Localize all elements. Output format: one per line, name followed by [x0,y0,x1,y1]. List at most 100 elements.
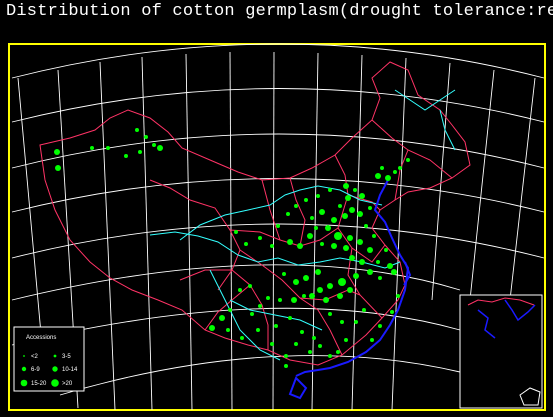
legend-symbol-size-4 [52,366,58,372]
accession-point [357,211,363,217]
accession-point [288,316,292,320]
accession-point [380,166,384,170]
south-china-sea-inset [459,294,543,409]
accession-point [284,364,288,368]
accession-point [297,243,303,249]
accession-point [293,279,299,285]
accession-point [228,308,232,312]
accession-point [256,328,260,332]
legend-label: 6-9 [31,367,40,373]
accession-point [331,217,337,223]
province-borders [39,61,471,366]
accession-point [310,216,314,220]
accession-point [387,263,393,269]
accession-point [240,336,244,340]
accession-point [391,269,397,275]
legend-label: 10-14 [62,367,78,373]
accession-point [294,342,298,346]
accession-point [234,230,238,234]
accession-point [331,243,337,249]
accession-point [226,328,230,332]
accession-point [294,204,298,208]
accession-point [318,344,322,348]
accession-point [291,297,297,303]
accession-point [304,198,308,202]
accession-point [338,204,342,208]
accession-point [338,278,346,286]
accession-point [393,170,397,174]
accession-point [327,283,333,289]
accession-point [384,248,388,252]
accession-point [308,350,312,354]
accession-point [376,260,380,264]
accession-points [54,128,410,368]
legend-symbol-size-2 [53,354,57,358]
accession-point [347,235,353,241]
accession-point [367,247,373,253]
accession-point [398,166,402,170]
accession-point [106,146,110,150]
accession-point [124,154,128,158]
accession-point [390,310,394,314]
accession-point [328,188,332,192]
accession-point [396,294,400,298]
accession-point [90,146,94,150]
accession-point [325,225,331,231]
accession-point [370,338,374,342]
legend-symbol-size-1 [23,355,25,357]
accession-point [342,213,348,219]
legend: Accessions <2 3-5 6-9 10-14 15-20 >20 [13,326,85,392]
accession-point [372,234,376,238]
accession-point [270,342,274,346]
accession-point [317,287,323,293]
accession-point [328,312,332,316]
accession-point [359,259,365,265]
accession-point [309,293,315,299]
accession-point [55,165,61,171]
accession-point [406,158,410,162]
accession-point [359,193,365,199]
accession-point [219,315,225,321]
legend-label: <2 [31,354,39,360]
accession-point [343,245,349,251]
accession-point [282,272,286,276]
accession-point [307,233,313,239]
rivers [149,89,456,361]
accession-point [244,242,248,246]
legend-symbol-size-3 [21,366,27,372]
legend-title: Accessions [26,335,56,341]
map-title: Distribution of cotton germplasm(drought… [6,2,553,21]
accession-point [316,194,320,198]
coastline [288,179,412,400]
accession-point [340,320,344,324]
accession-point [248,284,252,288]
accession-point [347,287,353,293]
accession-point [303,275,309,281]
accession-point [138,150,142,154]
accession-point [54,149,60,155]
accession-point [286,212,290,216]
accession-point [353,188,357,192]
accession-point [157,145,163,151]
legend-label: 3-5 [62,354,71,360]
accession-point [349,207,355,213]
accession-point [270,244,274,248]
accession-point [278,298,282,302]
accession-point [274,324,278,328]
accession-point [367,269,373,275]
accession-point [144,135,148,139]
legend-label: >20 [62,381,73,387]
legend-label: 15-20 [31,381,47,387]
accession-point [349,255,355,261]
accession-point [334,232,342,240]
accession-point [364,224,368,228]
accession-point [323,297,329,303]
accession-point [336,350,340,354]
accession-point [375,173,381,179]
accession-point [258,304,262,308]
accession-point [300,330,304,334]
accession-point [258,236,262,240]
accession-point [250,312,254,316]
accession-point [378,324,382,328]
